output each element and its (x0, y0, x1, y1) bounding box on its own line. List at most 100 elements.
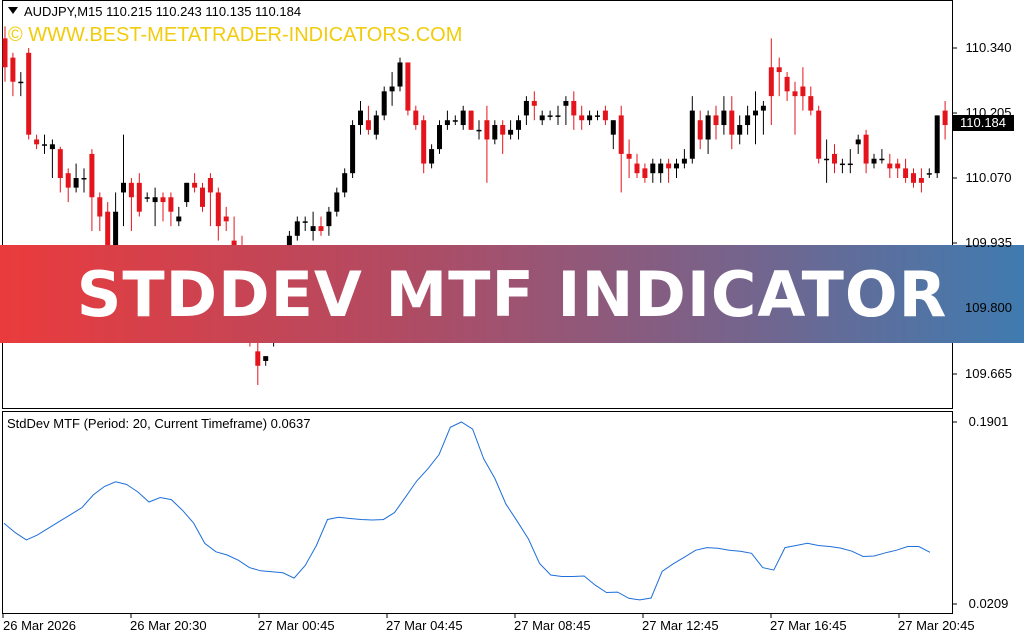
candle-body (81, 178, 87, 180)
candle (444, 110, 450, 130)
candle-body (926, 173, 932, 175)
candle (2, 26, 8, 82)
candle-body (737, 125, 743, 135)
candle (192, 173, 198, 193)
title-banner: STDDEV MTF INDICATOR (0, 245, 1024, 343)
axis-ticks (2, 47, 957, 618)
candle (49, 139, 55, 178)
candle-body (302, 221, 308, 223)
candle-body (484, 120, 490, 140)
candle (634, 153, 640, 178)
candle (911, 168, 916, 188)
candle (176, 206, 182, 227)
candle-body (832, 153, 837, 164)
candle-body (911, 173, 916, 183)
candle (666, 158, 672, 183)
candle-body (128, 182, 134, 198)
candle (824, 139, 830, 183)
candle (65, 168, 71, 203)
candle (413, 105, 419, 130)
candle-body (452, 120, 458, 122)
candle (334, 187, 340, 217)
time-axis-label: 27 Mar 04:45 (386, 618, 463, 633)
candle-body (136, 182, 142, 212)
candle-body (73, 178, 79, 188)
candle (563, 96, 569, 126)
candle-body (824, 158, 830, 161)
candle-body (721, 110, 727, 126)
time-axis-label: 27 Mar 12:45 (642, 618, 719, 633)
dropdown-triangle-icon[interactable] (8, 7, 18, 14)
banner-title: STDDEV MTF INDICATOR (76, 257, 948, 331)
candle-body (863, 134, 869, 164)
candle (200, 182, 205, 212)
indicator-label: StdDev MTF (Period: 20, Current Timefram… (7, 416, 311, 431)
candle (365, 105, 371, 135)
candle-body (144, 197, 150, 199)
candle (144, 192, 150, 203)
candle (800, 67, 806, 111)
candle-body (57, 149, 63, 178)
candle (492, 120, 498, 145)
candle (760, 100, 766, 135)
candle (729, 96, 735, 150)
candle-body (618, 115, 624, 154)
candle (776, 57, 782, 97)
candle-body (579, 115, 585, 121)
candle-body (839, 163, 845, 166)
candle-body (942, 110, 948, 126)
watermark-text: © WWW.BEST-METATRADER-INDICATORS.COM (8, 24, 463, 46)
candle (650, 158, 656, 183)
price-candles[interactable] (2, 26, 948, 386)
time-axis-label: 27 Mar 08:45 (514, 618, 591, 633)
candle (871, 153, 877, 169)
time-axis-label: 27 Mar 20:45 (898, 618, 975, 633)
candle-body (176, 216, 182, 222)
candle (263, 356, 269, 366)
candle (405, 62, 411, 116)
candle-body (89, 153, 95, 198)
candle-body (674, 163, 679, 169)
candle-body (200, 187, 205, 207)
candle (571, 91, 577, 130)
candle-body (294, 221, 300, 236)
candle-body (326, 211, 332, 227)
candle-body (571, 100, 577, 116)
candle-body (634, 163, 640, 174)
candle-body (800, 86, 806, 97)
candle (381, 86, 387, 121)
candle-body (113, 211, 119, 251)
candle-body (753, 110, 758, 116)
candle-body (563, 100, 569, 106)
candle-body (2, 38, 8, 68)
candle (389, 72, 395, 106)
candle (816, 105, 822, 164)
time-axis-label: 27 Mar 00:45 (258, 618, 335, 633)
stddev-line (3, 421, 931, 601)
candle (397, 57, 403, 92)
indicator-axis-max: 0.1901 (968, 414, 1009, 429)
candle-body (26, 52, 32, 135)
candle-body (18, 81, 24, 84)
candle (294, 216, 300, 241)
candle-body (792, 91, 798, 97)
candle (863, 129, 869, 174)
candle-body (389, 86, 395, 92)
stddev-indicator-plot[interactable] (3, 421, 931, 601)
candle (918, 168, 924, 193)
candle (610, 120, 616, 150)
candle-body (437, 125, 442, 150)
candle (81, 168, 87, 193)
candle-body (444, 120, 450, 126)
candle-body (689, 110, 695, 159)
time-axis-label: 26 Mar 20:30 (130, 618, 207, 633)
candle (128, 178, 134, 231)
price-axis-label: 109.800 (965, 300, 1012, 315)
candle (310, 211, 316, 241)
candle-body (350, 125, 356, 174)
price-axis-label: 110.070 (965, 170, 1012, 185)
candle-body (903, 168, 909, 178)
candle (737, 115, 743, 145)
chart-frame (2, 0, 953, 614)
